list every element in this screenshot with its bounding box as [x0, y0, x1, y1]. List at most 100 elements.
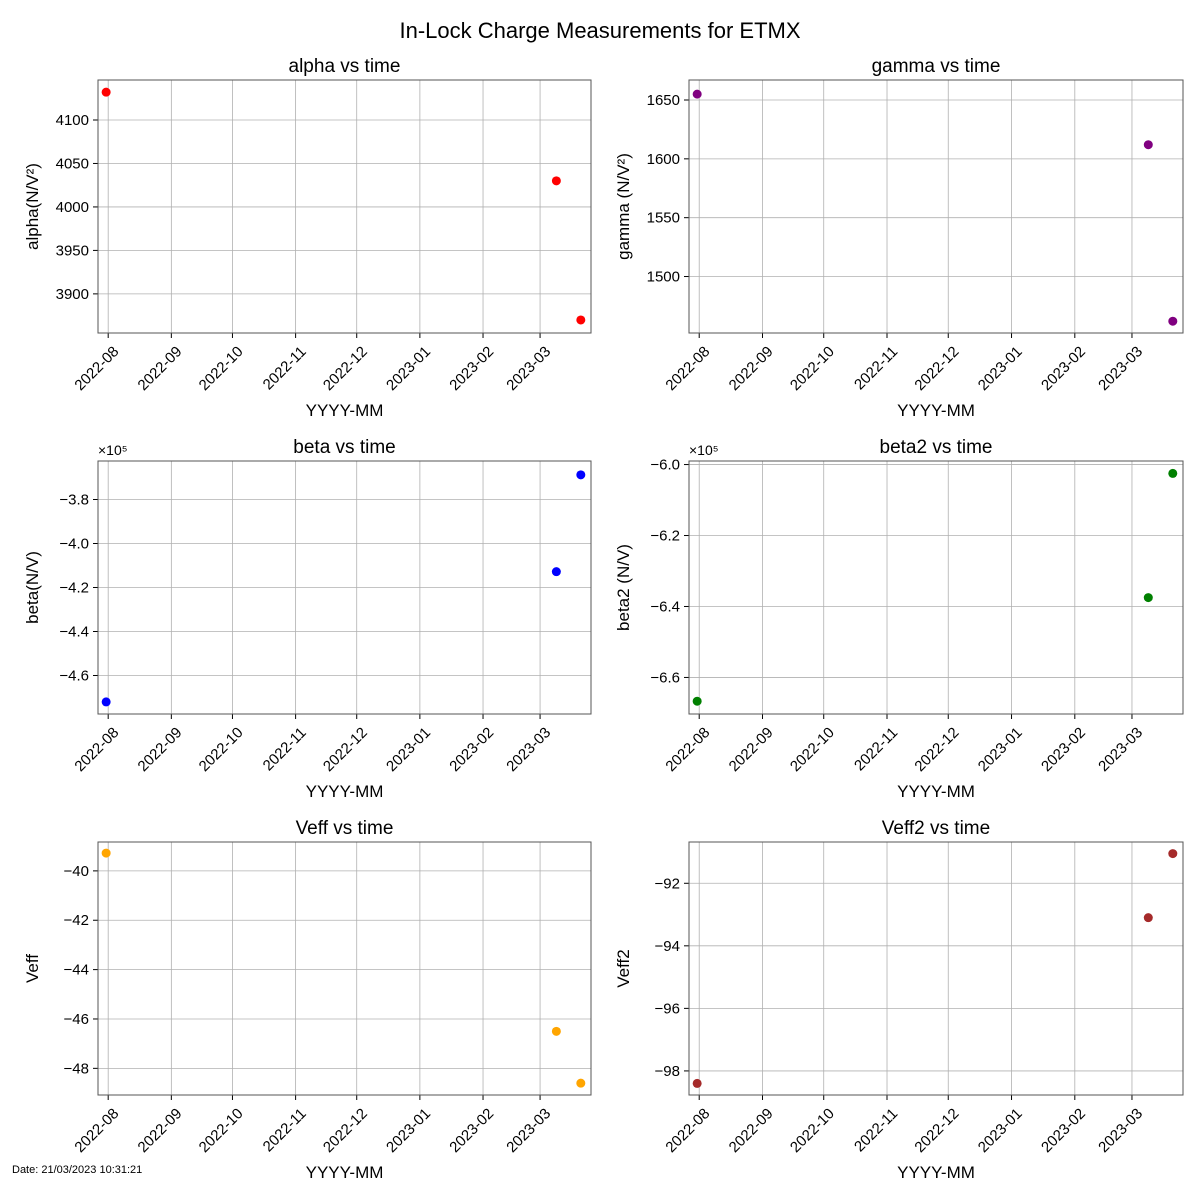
plot-area: [689, 842, 1183, 1095]
x-tick-label: 2022-10: [196, 724, 247, 775]
x-axis-label: YYYY-MM: [897, 1163, 975, 1182]
subplot-1: 2022-08 2022-09 2022-10 2022-11 2022-12 2023-…: [23, 56, 592, 420]
data-point: [101, 697, 111, 707]
x-tick-label: 2023-02: [1038, 724, 1089, 775]
x-tick-label: 2022-08: [662, 343, 713, 394]
x-tick-label: 2023-02: [446, 343, 497, 394]
y-tick-label: −48: [64, 1060, 89, 1077]
y-tick-label: 3900: [56, 286, 89, 303]
x-tick-label: 2022-11: [260, 343, 310, 393]
y-tick-label: −98: [655, 1063, 680, 1080]
x-axis-label: YYYY-MM: [306, 1163, 384, 1182]
y-tick-label: 1500: [647, 269, 680, 286]
axis-offset-label: ×10⁵: [689, 442, 719, 458]
subplot-2: 2022-08 2022-09 2022-10 2022-11 2022-12 2023-…: [614, 56, 1184, 420]
x-tick-label: 2022-09: [135, 343, 186, 394]
data-point: [551, 1026, 561, 1036]
x-tick-label: 2022-12: [320, 724, 371, 775]
x-tick-label: 2023-03: [503, 1105, 554, 1156]
x-tick-label: 2023-01: [383, 343, 434, 394]
plot-frame: [688, 841, 1184, 1096]
x-tick-label: 2023-03: [1095, 724, 1146, 775]
y-tick-label: −44: [64, 962, 89, 979]
plot-area: [689, 80, 1183, 333]
x-tick-label: 2022-11: [851, 1105, 901, 1155]
x-tick-label: 2022-08: [662, 724, 713, 775]
y-axis-label: Veff2: [614, 949, 633, 987]
subplot-title: alpha vs time: [289, 56, 401, 77]
x-tick-label: 2022-09: [726, 343, 777, 394]
x-tick-label: 2022-12: [911, 1105, 962, 1156]
x-tick-label: 2022-09: [726, 724, 777, 775]
y-tick-label: −4.0: [59, 536, 89, 553]
y-tick-label: −4.4: [59, 624, 89, 641]
x-tick-label: 2022-12: [320, 1105, 371, 1156]
data-point: [551, 567, 561, 577]
x-tick-label: 2023-01: [975, 724, 1026, 775]
x-tick-label: 2022-10: [196, 343, 247, 394]
plot-area: [98, 80, 591, 333]
data-point: [101, 87, 111, 97]
data-point: [1143, 140, 1153, 150]
y-tick-label: −94: [655, 938, 680, 955]
date-footer: Date: 21/03/2023 10:31:21: [12, 1164, 143, 1176]
data-point: [576, 1078, 586, 1088]
y-tick-label: 1550: [647, 210, 680, 227]
x-axis-label: YYYY-MM: [306, 782, 384, 801]
y-tick-label: 4100: [56, 112, 89, 129]
subplot-6: 2022-08 2022-09 2022-10 2022-11 2022-12 2023-…: [614, 818, 1184, 1182]
y-tick-label: 1600: [647, 151, 680, 168]
y-tick-label: −6.0: [650, 457, 680, 474]
y-axis-label: beta2 (N/V): [614, 544, 633, 631]
y-tick-label: −6.2: [650, 528, 680, 545]
subplot-5: 2022-08 2022-09 2022-10 2022-11 2022-12 2023-…: [23, 818, 592, 1182]
plot-frame: [688, 460, 1184, 715]
x-tick-label: 2023-01: [383, 1105, 434, 1156]
data-point: [1143, 593, 1153, 603]
x-tick-label: 2022-09: [726, 1105, 777, 1156]
y-tick-label: −92: [655, 875, 680, 892]
x-tick-label: 2023-03: [1095, 343, 1146, 394]
x-tick-label: 2023-02: [446, 724, 497, 775]
subplot-title: beta vs time: [293, 437, 395, 458]
data-point: [692, 89, 702, 99]
x-tick-label: 2023-03: [1095, 1105, 1146, 1156]
x-tick-label: 2023-01: [383, 724, 434, 775]
y-tick-label: −96: [655, 1000, 680, 1017]
x-tick-label: 2023-02: [446, 1105, 497, 1156]
data-point: [551, 176, 561, 186]
x-tick-label: 2022-10: [787, 343, 838, 394]
x-tick-label: 2022-11: [851, 724, 901, 774]
plot-area: [98, 842, 591, 1095]
y-tick-label: −40: [64, 863, 89, 880]
x-tick-label: 2022-08: [71, 724, 122, 775]
x-tick-label: 2023-02: [1038, 343, 1089, 394]
x-tick-label: 2023-03: [503, 343, 554, 394]
figure-title: In-Lock Charge Measurements for ETMX: [399, 18, 801, 43]
y-tick-label: 4000: [56, 199, 89, 216]
y-tick-label: −4.6: [59, 668, 89, 685]
x-tick-label: 2022-08: [71, 1105, 122, 1156]
y-tick-label: −42: [64, 912, 89, 929]
y-axis-label: beta(N/V): [23, 551, 42, 624]
x-tick-label: 2022-11: [260, 724, 310, 774]
x-tick-label: 2022-11: [851, 343, 901, 393]
y-tick-label: 3950: [56, 242, 89, 259]
subplot-3: 2022-08 2022-09 2022-10 2022-11 2022-12 2023-…: [23, 437, 592, 801]
x-tick-label: 2022-12: [911, 724, 962, 775]
x-tick-label: 2022-10: [196, 1105, 247, 1156]
x-axis-label: YYYY-MM: [306, 401, 384, 420]
x-axis-label: YYYY-MM: [897, 782, 975, 801]
x-tick-label: 2022-09: [135, 724, 186, 775]
data-point: [1143, 913, 1153, 923]
x-tick-label: 2022-10: [787, 724, 838, 775]
y-axis-label: Veff: [23, 954, 42, 983]
y-axis-label: gamma (N/V²): [614, 153, 633, 260]
x-tick-label: 2023-01: [975, 343, 1026, 394]
y-tick-label: −3.8: [59, 492, 89, 509]
plot-frame: [97, 79, 592, 334]
x-tick-label: 2023-01: [975, 1105, 1026, 1156]
subplot-4: 2022-08 2022-09 2022-10 2022-11 2022-12 2023-…: [614, 437, 1184, 801]
plot-frame: [97, 841, 592, 1096]
